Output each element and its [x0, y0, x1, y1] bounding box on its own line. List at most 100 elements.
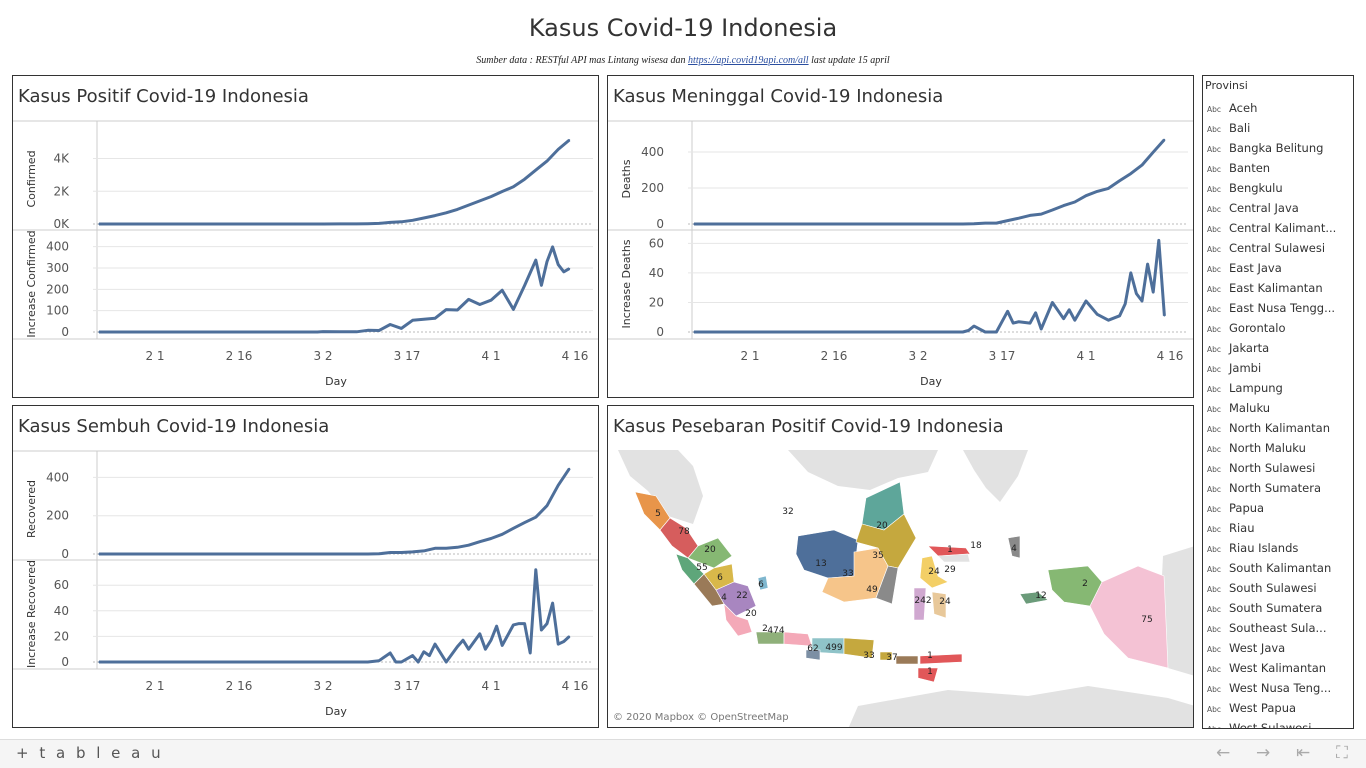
- province-list[interactable]: Abc Aceh Abc Bali Abc Bangka Belitung Abc Bante…: [1203, 98, 1353, 728]
- province-item[interactable]: Abc West Java: [1203, 638, 1353, 658]
- data-point[interactable]: [557, 484, 559, 487]
- data-point[interactable]: [973, 223, 975, 225]
- data-point[interactable]: [456, 645, 459, 648]
- map-province-west-nusa-tenggara[interactable]: [895, 655, 919, 665]
- data-point[interactable]: [501, 533, 504, 536]
- data-point[interactable]: [467, 204, 470, 206]
- province-item[interactable]: Abc North Kalimantan: [1203, 418, 1353, 438]
- data-point[interactable]: [535, 169, 537, 171]
- panel-sembuh[interactable]: Kasus Sembuh Covid-19 Indonesia 400 200 0 R…: [12, 405, 599, 728]
- data-point[interactable]: [434, 317, 436, 320]
- data-point[interactable]: [1152, 151, 1154, 153]
- province-item[interactable]: Abc Southeast Sula...: [1203, 618, 1353, 638]
- provinsi-filter[interactable]: Provinsi Abc Aceh Abc Bali Abc Bangka Belitun…: [1202, 75, 1354, 729]
- panel-peta[interactable]: Kasus Pesebaran Positif Covid-19 Indones…: [607, 405, 1194, 728]
- data-point[interactable]: [400, 221, 403, 223]
- data-point[interactable]: [137, 223, 139, 225]
- map-province-maluku[interactable]: [1019, 591, 1049, 605]
- data-point[interactable]: [411, 219, 414, 222]
- data-point[interactable]: [557, 643, 559, 645]
- province-item[interactable]: Abc Riau Islands: [1203, 538, 1353, 558]
- province-item[interactable]: Abc Riau: [1203, 518, 1353, 538]
- data-point[interactable]: [176, 331, 179, 333]
- data-point[interactable]: [501, 644, 504, 647]
- data-point[interactable]: [484, 648, 487, 650]
- data-point[interactable]: [467, 298, 470, 301]
- province-item[interactable]: Abc Central Kalimant...: [1203, 218, 1353, 238]
- data-point[interactable]: [512, 527, 515, 530]
- map-province-riau[interactable]: [687, 537, 733, 569]
- data-point[interactable]: [984, 222, 986, 224]
- data-point[interactable]: [1124, 303, 1126, 305]
- data-point[interactable]: [389, 652, 392, 654]
- map-province-east-nusa-tenggara[interactable]: [917, 653, 963, 683]
- data-point[interactable]: [1074, 201, 1076, 203]
- data-point[interactable]: [367, 222, 369, 225]
- province-item[interactable]: Abc East Kalimantan: [1203, 278, 1353, 298]
- data-point[interactable]: [1006, 219, 1009, 222]
- data-point[interactable]: [1163, 314, 1166, 317]
- data-point[interactable]: [389, 551, 392, 554]
- data-point[interactable]: [1062, 204, 1065, 207]
- data-point[interactable]: [490, 537, 492, 540]
- data-point[interactable]: [1096, 190, 1098, 193]
- data-point[interactable]: [215, 223, 218, 225]
- data-point[interactable]: [434, 547, 436, 550]
- data-point[interactable]: [428, 654, 431, 657]
- data-point[interactable]: [523, 284, 526, 287]
- data-point[interactable]: [479, 200, 481, 202]
- data-point[interactable]: [367, 553, 369, 555]
- data-point[interactable]: [456, 208, 459, 211]
- panel-positif[interactable]: Kasus Positif Covid-19 Indonesia 4K 2K 0K C…: [12, 75, 599, 398]
- data-point[interactable]: [546, 504, 548, 507]
- data-point[interactable]: [563, 271, 565, 273]
- data-point[interactable]: [411, 319, 414, 322]
- map-province-papua[interactable]: [1089, 565, 1169, 669]
- undo-icon[interactable]: ←: [1216, 743, 1231, 763]
- data-point[interactable]: [176, 223, 179, 225]
- data-point[interactable]: [962, 331, 964, 333]
- tableau-logo[interactable]: + t a b l e a u: [16, 744, 164, 762]
- data-point[interactable]: [501, 289, 504, 291]
- data-point[interactable]: [1158, 239, 1160, 242]
- province-item[interactable]: Abc Lampung: [1203, 378, 1353, 398]
- data-point[interactable]: [1040, 213, 1042, 215]
- data-point[interactable]: [568, 267, 571, 270]
- map-province-bali[interactable]: [879, 651, 893, 661]
- map-province-east-java[interactable]: [843, 637, 875, 659]
- data-point[interactable]: [1034, 312, 1037, 314]
- map-province-south-sulawesi[interactable]: [913, 587, 927, 621]
- data-point[interactable]: [378, 659, 380, 662]
- data-point[interactable]: [1163, 138, 1166, 141]
- data-point[interactable]: [389, 221, 392, 224]
- province-item[interactable]: Abc Bengkulu: [1203, 178, 1353, 198]
- data-point[interactable]: [434, 214, 436, 217]
- source-link[interactable]: https://api.covid19api.com/all: [688, 55, 809, 66]
- data-point[interactable]: [490, 639, 492, 642]
- province-item[interactable]: Abc Central Java: [1203, 198, 1353, 218]
- data-point[interactable]: [1062, 317, 1065, 320]
- data-point[interactable]: [434, 643, 436, 645]
- data-point[interactable]: [490, 195, 492, 198]
- data-point[interactable]: [490, 299, 492, 302]
- chart-positif[interactable]: 4K 2K 0K Confirmed 400 300 200 100 0 Increase Con…: [13, 76, 599, 398]
- data-point[interactable]: [1130, 172, 1132, 175]
- map-province-bangka-belitung[interactable]: [757, 575, 769, 591]
- data-point[interactable]: [98, 553, 100, 555]
- data-point[interactable]: [1068, 309, 1070, 311]
- data-point[interactable]: [322, 330, 324, 333]
- revert-icon[interactable]: ⇤: [1296, 743, 1311, 763]
- data-point[interactable]: [540, 284, 543, 287]
- data-point[interactable]: [479, 303, 481, 306]
- data-point[interactable]: [1029, 322, 1031, 324]
- data-point[interactable]: [501, 190, 504, 193]
- data-point[interactable]: [445, 211, 448, 214]
- data-point[interactable]: [255, 331, 257, 333]
- data-point[interactable]: [995, 222, 998, 224]
- data-point[interactable]: [355, 223, 358, 225]
- data-point[interactable]: [339, 223, 341, 225]
- data-point[interactable]: [1074, 319, 1076, 321]
- data-point[interactable]: [693, 331, 695, 333]
